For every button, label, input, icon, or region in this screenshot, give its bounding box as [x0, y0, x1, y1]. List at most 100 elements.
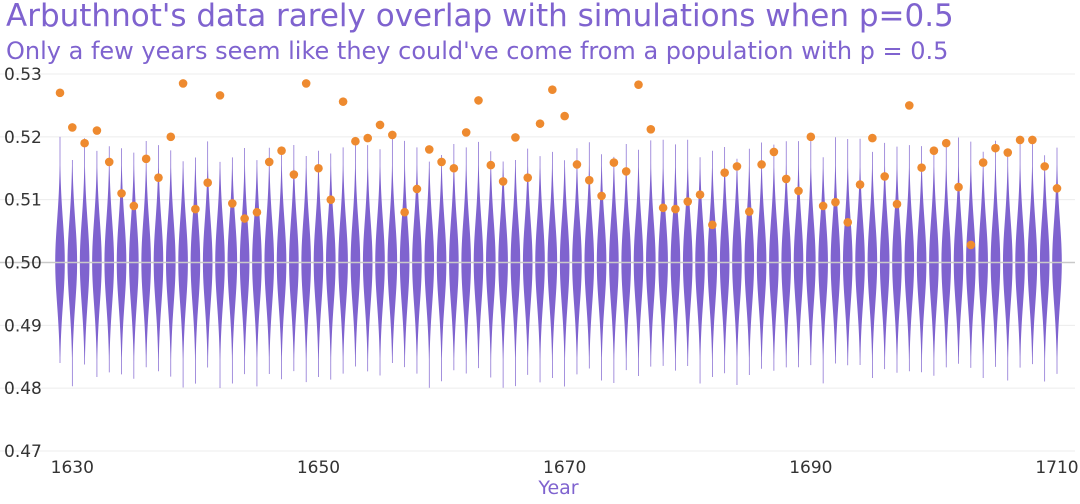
data-point	[363, 133, 373, 143]
simulation-violin	[609, 156, 619, 384]
simulation-violin	[916, 146, 927, 373]
simulation-violin	[941, 141, 952, 368]
simulation-violin	[486, 151, 496, 378]
simulation-violin	[301, 155, 311, 383]
x-tick-label: 1650	[297, 458, 340, 478]
data-point	[646, 124, 656, 134]
data-point	[511, 133, 520, 142]
simulation-violin	[190, 157, 201, 384]
data-point	[991, 143, 1000, 153]
simulation-violin	[104, 146, 115, 373]
data-point	[634, 80, 643, 89]
simulation-violin	[289, 144, 299, 372]
simulation-violin	[362, 145, 373, 372]
x-tick-label: 1710	[1035, 458, 1078, 478]
data-point	[966, 240, 976, 250]
simulation-violin	[806, 138, 816, 366]
simulation-violin	[707, 150, 718, 377]
data-point	[1040, 162, 1049, 171]
data-point	[892, 199, 902, 209]
data-point	[80, 138, 89, 148]
simulation-violin	[719, 147, 730, 374]
data-point	[794, 186, 803, 196]
simulation-violin	[867, 151, 878, 379]
data-point	[68, 123, 77, 132]
simulation-violin	[732, 158, 742, 385]
simulation-violin	[55, 136, 65, 364]
data-point	[375, 120, 385, 130]
simulation-violin	[559, 160, 570, 387]
data-point	[1003, 148, 1013, 157]
simulation-violin	[338, 147, 348, 374]
data-point	[548, 85, 557, 95]
data-point	[215, 91, 225, 100]
y-tick-label: 0.49	[4, 316, 42, 336]
data-point	[203, 178, 213, 188]
data-points	[55, 79, 1062, 250]
data-point	[658, 203, 668, 213]
simulation-violin	[449, 144, 459, 371]
data-point	[326, 195, 336, 204]
data-point	[1052, 184, 1062, 193]
y-tick-label: 0.48	[4, 379, 42, 399]
data-point	[449, 163, 459, 173]
simulation-violin	[227, 157, 238, 384]
data-point	[843, 217, 853, 227]
simulation-violin	[202, 141, 213, 368]
simulation-violin	[276, 153, 287, 380]
simulation-violin	[879, 142, 890, 370]
data-point	[277, 146, 286, 155]
data-point	[831, 197, 840, 207]
simulation-violin	[572, 148, 582, 375]
simulation-violin	[412, 147, 422, 374]
data-point	[868, 133, 877, 143]
data-point	[178, 79, 188, 88]
y-tick-label: 0.51	[4, 191, 42, 211]
data-point	[92, 126, 102, 135]
data-point	[597, 191, 606, 201]
simulation-violin	[953, 137, 964, 364]
data-point	[388, 130, 397, 140]
simulation-violin	[682, 139, 693, 366]
simulation-violin	[141, 140, 151, 368]
data-point	[584, 175, 594, 185]
simulation-violin	[621, 143, 631, 371]
data-point	[769, 147, 779, 157]
x-tick-label: 1630	[51, 458, 94, 478]
simulation-violin	[990, 140, 1001, 367]
simulation-violin	[892, 146, 902, 373]
simulation-violin	[436, 155, 447, 382]
data-point	[929, 146, 939, 155]
simulation-violin	[129, 152, 139, 379]
data-point	[264, 157, 274, 167]
data-point	[781, 174, 791, 184]
simulation-violins	[55, 136, 1062, 389]
simulation-violin	[153, 145, 164, 372]
data-point	[141, 154, 151, 164]
simulation-violin	[239, 147, 250, 375]
data-point	[191, 204, 200, 214]
data-point	[683, 197, 693, 206]
data-point	[498, 177, 508, 186]
simulation-violin	[1039, 155, 1050, 382]
data-point	[338, 97, 348, 106]
data-point	[1028, 135, 1037, 145]
x-axis: 1630 1650 1670 1690 1710	[51, 458, 1079, 478]
simulation-violin	[584, 142, 595, 369]
simulation-violin	[92, 150, 102, 378]
data-point	[154, 173, 163, 182]
data-point	[523, 173, 533, 182]
data-point	[818, 201, 828, 211]
simulation-violin	[658, 139, 668, 366]
data-point	[301, 79, 311, 88]
simulation-violin	[1015, 141, 1025, 368]
data-point	[732, 162, 742, 171]
simulation-violin	[978, 151, 988, 378]
simulation-violin	[350, 140, 361, 367]
simulation-violin	[252, 160, 262, 387]
data-point	[240, 214, 249, 223]
simulation-violin	[165, 150, 176, 377]
simulation-violin	[116, 148, 127, 375]
data-point	[228, 199, 237, 208]
